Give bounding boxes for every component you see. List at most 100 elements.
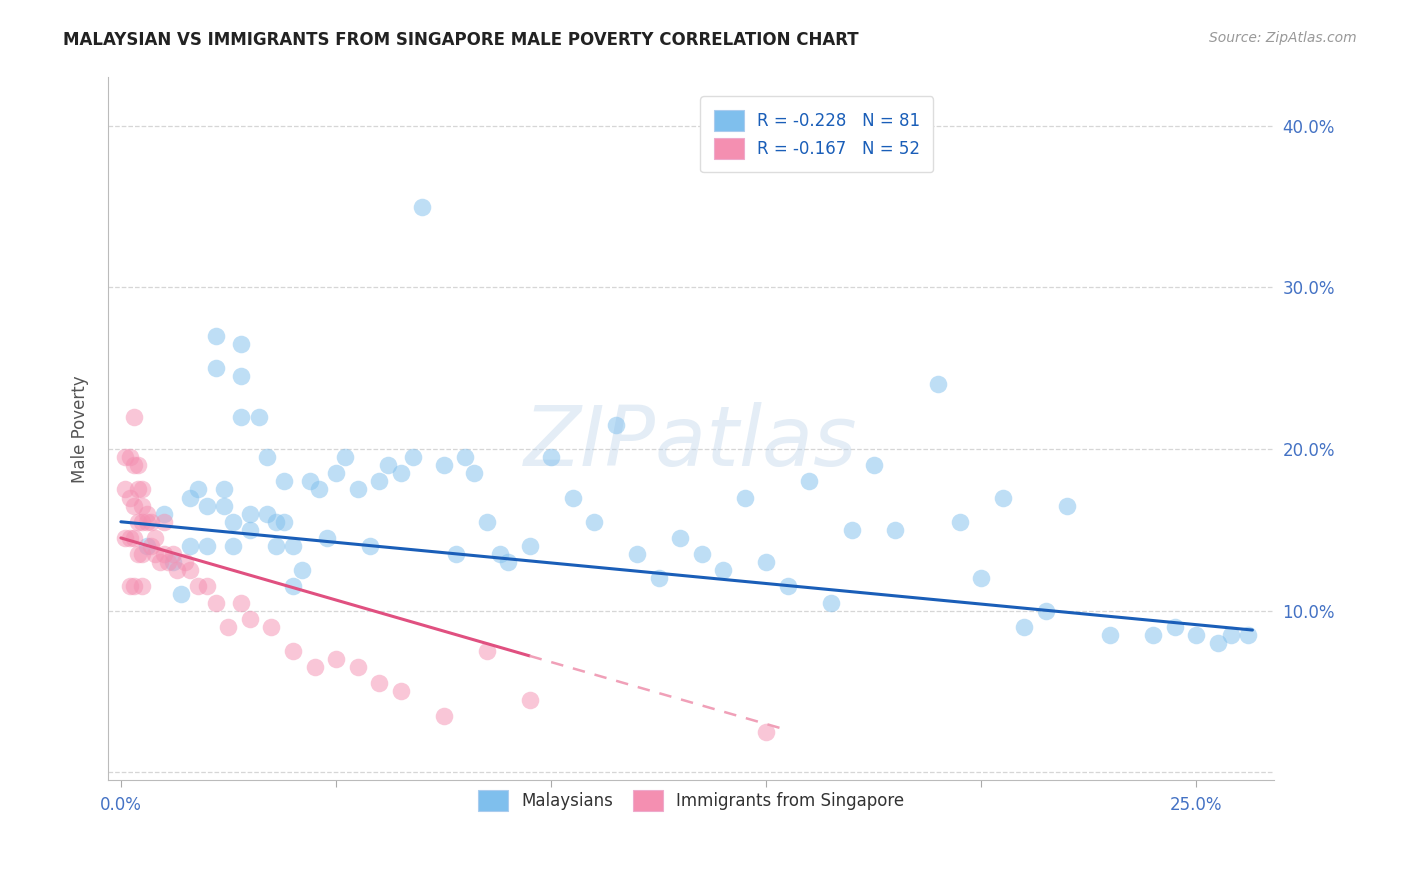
Point — [1014, 620, 1036, 634]
Point — [273, 475, 295, 489]
Point — [174, 555, 197, 569]
Point — [475, 515, 498, 529]
Point — [143, 547, 166, 561]
Point — [114, 483, 136, 497]
Point — [949, 515, 972, 529]
Point — [389, 467, 412, 481]
Point — [179, 491, 201, 505]
Point — [446, 547, 468, 561]
Point — [122, 499, 145, 513]
Point — [970, 571, 993, 585]
Point — [540, 450, 562, 464]
Point — [519, 692, 541, 706]
Point — [862, 458, 884, 473]
Point — [734, 491, 756, 505]
Point — [127, 547, 149, 561]
Point — [162, 555, 184, 569]
Point — [131, 483, 153, 497]
Point — [1164, 620, 1187, 634]
Text: MALAYSIAN VS IMMIGRANTS FROM SINGAPORE MALE POVERTY CORRELATION CHART: MALAYSIAN VS IMMIGRANTS FROM SINGAPORE M… — [63, 31, 859, 49]
Text: Source: ZipAtlas.com: Source: ZipAtlas.com — [1209, 31, 1357, 45]
Point — [432, 708, 454, 723]
Point — [131, 515, 153, 529]
Point — [217, 620, 239, 634]
Point — [991, 491, 1014, 505]
Legend: Malaysians, Immigrants from Singapore: Malaysians, Immigrants from Singapore — [464, 777, 918, 825]
Point — [162, 547, 184, 561]
Point — [884, 523, 907, 537]
Point — [122, 409, 145, 424]
Point — [820, 596, 842, 610]
Point — [118, 491, 141, 505]
Point — [118, 579, 141, 593]
Point — [231, 337, 253, 351]
Point — [127, 483, 149, 497]
Point — [118, 450, 141, 464]
Point — [204, 361, 226, 376]
Point — [755, 724, 778, 739]
Point — [281, 644, 304, 658]
Point — [776, 579, 799, 593]
Point — [488, 547, 510, 561]
Point — [299, 475, 322, 489]
Point — [669, 531, 692, 545]
Point — [212, 499, 235, 513]
Point — [149, 555, 172, 569]
Point — [402, 450, 425, 464]
Point — [260, 620, 283, 634]
Point — [187, 579, 209, 593]
Point — [139, 515, 162, 529]
Point — [325, 467, 347, 481]
Point — [195, 499, 218, 513]
Point — [239, 612, 262, 626]
Point — [157, 555, 180, 569]
Text: ZIPatlas: ZIPatlas — [524, 402, 858, 483]
Point — [135, 515, 157, 529]
Point — [143, 531, 166, 545]
Point — [368, 475, 391, 489]
Point — [316, 531, 339, 545]
Y-axis label: Male Poverty: Male Poverty — [72, 375, 89, 483]
Point — [231, 409, 253, 424]
Point — [195, 579, 218, 593]
Point — [496, 555, 519, 569]
Point — [170, 587, 193, 601]
Point — [179, 563, 201, 577]
Point — [463, 467, 485, 481]
Point — [231, 369, 253, 384]
Point — [231, 596, 253, 610]
Point — [127, 458, 149, 473]
Point — [264, 515, 287, 529]
Point — [1099, 628, 1122, 642]
Point — [122, 531, 145, 545]
Point — [131, 579, 153, 593]
Point — [1035, 604, 1057, 618]
Point — [346, 483, 368, 497]
Point — [1056, 499, 1078, 513]
Point — [927, 377, 949, 392]
Point — [368, 676, 391, 690]
Point — [122, 579, 145, 593]
Point — [333, 450, 356, 464]
Point — [212, 483, 235, 497]
Point — [325, 652, 347, 666]
Point — [454, 450, 477, 464]
Point — [239, 523, 262, 537]
Point — [1142, 628, 1164, 642]
Point — [122, 458, 145, 473]
Point — [281, 579, 304, 593]
Point — [308, 483, 330, 497]
Point — [561, 491, 583, 505]
Point — [264, 539, 287, 553]
Point — [711, 563, 734, 577]
Point — [432, 458, 454, 473]
Point — [139, 539, 162, 553]
Point — [1219, 628, 1241, 642]
Point — [135, 539, 157, 553]
Point — [256, 507, 278, 521]
Point — [239, 507, 262, 521]
Point — [131, 499, 153, 513]
Point — [256, 450, 278, 464]
Point — [153, 547, 176, 561]
Point — [389, 684, 412, 698]
